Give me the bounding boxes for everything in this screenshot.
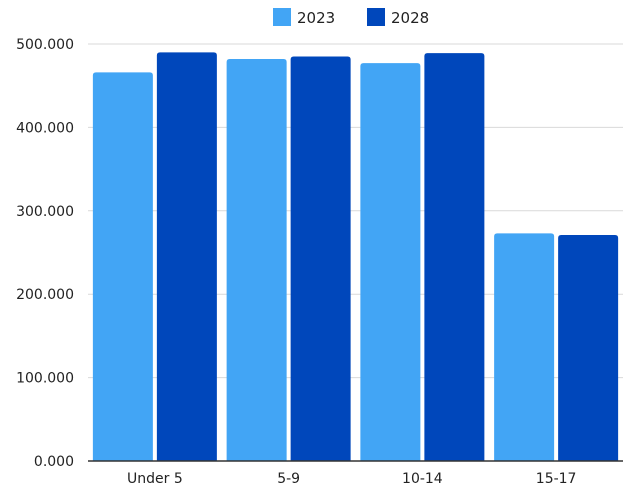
x-tick-label: 5-9 bbox=[277, 471, 300, 486]
bar-2023-under-5 bbox=[92, 72, 153, 461]
x-tick-label: 10-14 bbox=[402, 471, 443, 486]
y-tick-label: 200.000 bbox=[16, 287, 74, 303]
bar-2023-10-14 bbox=[360, 63, 421, 461]
y-tick-label: 300.000 bbox=[16, 204, 74, 220]
legend-swatch-2023 bbox=[273, 8, 291, 26]
legend: 2023 2028 bbox=[273, 8, 429, 27]
bar-2028-15-17 bbox=[558, 234, 619, 461]
y-tick-label: 100.000 bbox=[16, 371, 74, 387]
x-tick-label: Under 5 bbox=[127, 471, 183, 486]
bars bbox=[92, 52, 619, 462]
legend-swatch-2028 bbox=[367, 8, 385, 26]
y-tick-label: 500.000 bbox=[16, 37, 74, 53]
bar-2023-5-9 bbox=[226, 59, 287, 462]
legend-label: 2028 bbox=[391, 9, 429, 27]
bar-2028-10-14 bbox=[424, 53, 485, 461]
x-axis-ticks: Under 5 5-9 10-14 15-17 bbox=[127, 471, 576, 486]
bar-2028-5-9 bbox=[290, 56, 351, 461]
legend-label: 2023 bbox=[297, 9, 335, 27]
y-tick-label: 0.000 bbox=[34, 454, 74, 470]
bar-2028-under-5 bbox=[156, 52, 217, 462]
y-tick-label: 400.000 bbox=[16, 120, 74, 136]
bar-2023-15-17 bbox=[494, 233, 555, 461]
y-axis-ticks: 0.000 100.000 200.000 300.000 400.000 500.000 bbox=[16, 37, 74, 470]
x-tick-label: 15-17 bbox=[536, 471, 577, 486]
